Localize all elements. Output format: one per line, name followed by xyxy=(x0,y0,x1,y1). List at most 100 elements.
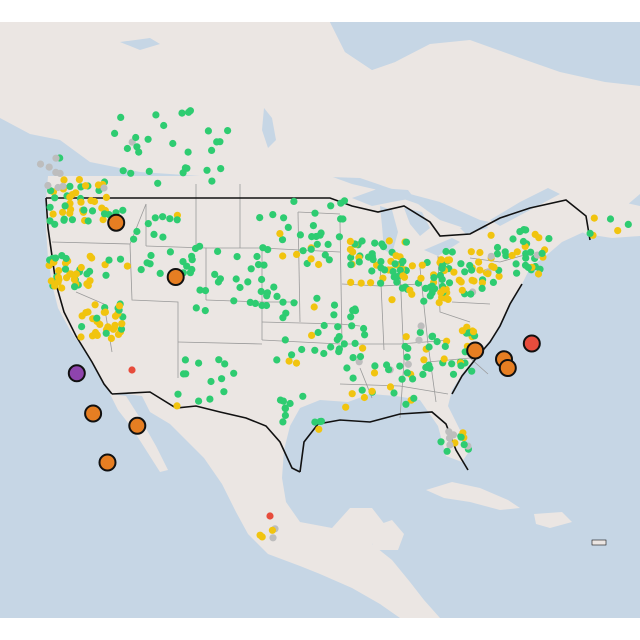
site-moderate[interactable] xyxy=(470,277,478,285)
site-good[interactable] xyxy=(445,279,454,287)
site-good[interactable] xyxy=(349,354,357,362)
site-good[interactable] xyxy=(378,240,386,248)
site-good[interactable] xyxy=(381,266,389,274)
site-good[interactable] xyxy=(402,238,410,246)
site-no-data[interactable] xyxy=(52,154,60,162)
site-good[interactable] xyxy=(442,247,450,256)
site-good[interactable] xyxy=(186,107,194,115)
site-good[interactable] xyxy=(343,364,351,372)
site-good[interactable] xyxy=(152,111,160,119)
site-moderate[interactable] xyxy=(310,303,318,311)
highlighted-site-usg[interactable] xyxy=(128,416,147,435)
site-moderate[interactable] xyxy=(72,270,80,278)
site-moderate[interactable] xyxy=(109,325,117,333)
site-good[interactable] xyxy=(410,394,418,402)
site-good[interactable] xyxy=(183,164,191,172)
site-good[interactable] xyxy=(324,240,332,248)
site-good[interactable] xyxy=(191,244,200,253)
highlighted-site-usg[interactable] xyxy=(498,359,517,377)
site-good[interactable] xyxy=(403,369,411,377)
site-good[interactable] xyxy=(220,388,228,396)
site-good[interactable] xyxy=(391,260,399,268)
site-good[interactable] xyxy=(356,353,365,361)
site-moderate[interactable] xyxy=(437,256,445,264)
site-moderate[interactable] xyxy=(406,286,414,294)
site-good[interactable] xyxy=(383,361,391,369)
site-good[interactable] xyxy=(309,222,317,230)
site-good[interactable] xyxy=(467,290,475,298)
site-good[interactable] xyxy=(402,400,410,408)
site-moderate[interactable] xyxy=(418,261,426,269)
site-good[interactable] xyxy=(311,418,319,426)
site-moderate[interactable] xyxy=(359,344,367,352)
site-moderate[interactable] xyxy=(535,234,543,242)
site-moderate[interactable] xyxy=(258,533,266,541)
site-good[interactable] xyxy=(276,396,285,404)
site-moderate[interactable] xyxy=(420,356,428,364)
site-good[interactable] xyxy=(233,253,241,261)
site-good[interactable] xyxy=(51,194,59,202)
site-moderate[interactable] xyxy=(614,227,622,235)
site-good[interactable] xyxy=(111,129,119,137)
site-good[interactable] xyxy=(270,283,278,291)
site-good[interactable] xyxy=(438,264,446,272)
site-good[interactable] xyxy=(430,274,438,282)
site-moderate[interactable] xyxy=(441,294,449,302)
site-good[interactable] xyxy=(448,248,456,256)
site-moderate[interactable] xyxy=(98,204,106,212)
site-good[interactable] xyxy=(307,245,315,253)
site-good[interactable] xyxy=(313,240,321,248)
site-good[interactable] xyxy=(61,265,70,273)
site-good[interactable] xyxy=(351,307,360,315)
site-good[interactable] xyxy=(371,362,379,370)
site-good[interactable] xyxy=(449,370,458,378)
site-good[interactable] xyxy=(513,269,521,277)
site-good[interactable] xyxy=(130,235,138,243)
site-moderate[interactable] xyxy=(285,357,293,365)
highlighted-site-unhealthy[interactable] xyxy=(522,334,541,353)
site-moderate[interactable] xyxy=(467,248,475,256)
site-moderate[interactable] xyxy=(63,274,71,282)
site-good[interactable] xyxy=(260,261,268,269)
site-good[interactable] xyxy=(105,256,113,264)
site-good[interactable] xyxy=(586,229,594,237)
site-moderate[interactable] xyxy=(385,237,393,245)
site-moderate[interactable] xyxy=(315,425,323,433)
site-good[interactable] xyxy=(316,417,324,426)
site-good[interactable] xyxy=(166,215,174,223)
site-good[interactable] xyxy=(145,167,153,175)
site-moderate[interactable] xyxy=(388,296,396,304)
site-moderate[interactable] xyxy=(78,312,86,320)
site-good[interactable] xyxy=(399,257,407,265)
site-moderate[interactable] xyxy=(478,279,486,287)
site-moderate[interactable] xyxy=(408,262,416,270)
site-moderate[interactable] xyxy=(476,266,484,274)
site-good[interactable] xyxy=(117,113,125,121)
site-good[interactable] xyxy=(436,271,444,279)
site-moderate[interactable] xyxy=(102,193,110,201)
site-good[interactable] xyxy=(358,237,366,245)
site-good[interactable] xyxy=(174,390,182,398)
site-good[interactable] xyxy=(489,278,497,286)
site-good[interactable] xyxy=(457,362,465,370)
site-good[interactable] xyxy=(116,255,125,263)
site-moderate[interactable] xyxy=(51,282,59,290)
site-good[interactable] xyxy=(389,268,397,276)
site-good[interactable] xyxy=(232,275,240,283)
site-good[interactable] xyxy=(396,362,404,370)
site-good[interactable] xyxy=(325,256,333,264)
site-good[interactable] xyxy=(320,321,328,330)
site-good[interactable] xyxy=(340,340,348,348)
site-good[interactable] xyxy=(420,297,428,305)
site-good[interactable] xyxy=(333,336,341,344)
site-good[interactable] xyxy=(327,202,335,210)
site-good[interactable] xyxy=(150,230,158,238)
site-good[interactable] xyxy=(188,256,196,264)
site-good[interactable] xyxy=(461,268,469,276)
site-good[interactable] xyxy=(236,283,244,292)
site-good[interactable] xyxy=(398,375,406,383)
highlighted-site-usg[interactable] xyxy=(84,404,103,423)
site-moderate[interactable] xyxy=(440,286,448,294)
site-good[interactable] xyxy=(522,254,530,262)
site-moderate[interactable] xyxy=(55,267,63,275)
